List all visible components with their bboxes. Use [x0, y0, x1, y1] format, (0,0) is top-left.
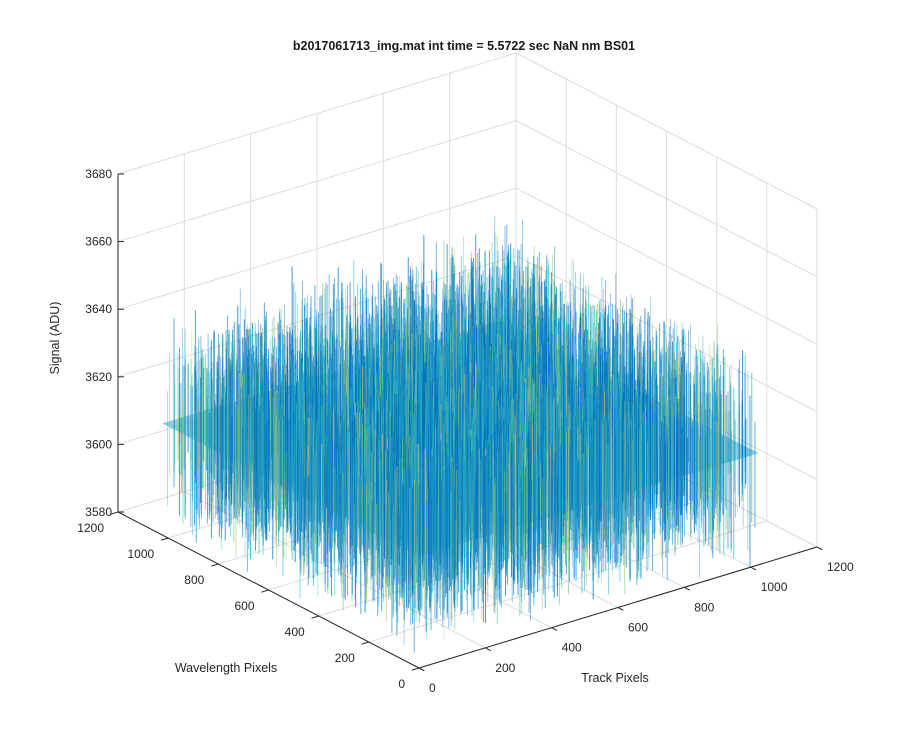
- wall-x-grid-horizontal: [515, 120, 818, 278]
- wall-y-grid-horizontal: [117, 52, 517, 175]
- wall-y-grid-horizontal: [117, 187, 517, 310]
- wall-y-grid-horizontal: [117, 120, 517, 243]
- floor-grid-y: [368, 520, 767, 643]
- surface-data: [162, 216, 759, 653]
- wall-x-grid-horizontal: [515, 255, 818, 413]
- wall-y-grid-horizontal: [117, 255, 517, 378]
- wall-x-grid-horizontal: [515, 187, 818, 345]
- wall-x-grid-horizontal: [515, 52, 818, 210]
